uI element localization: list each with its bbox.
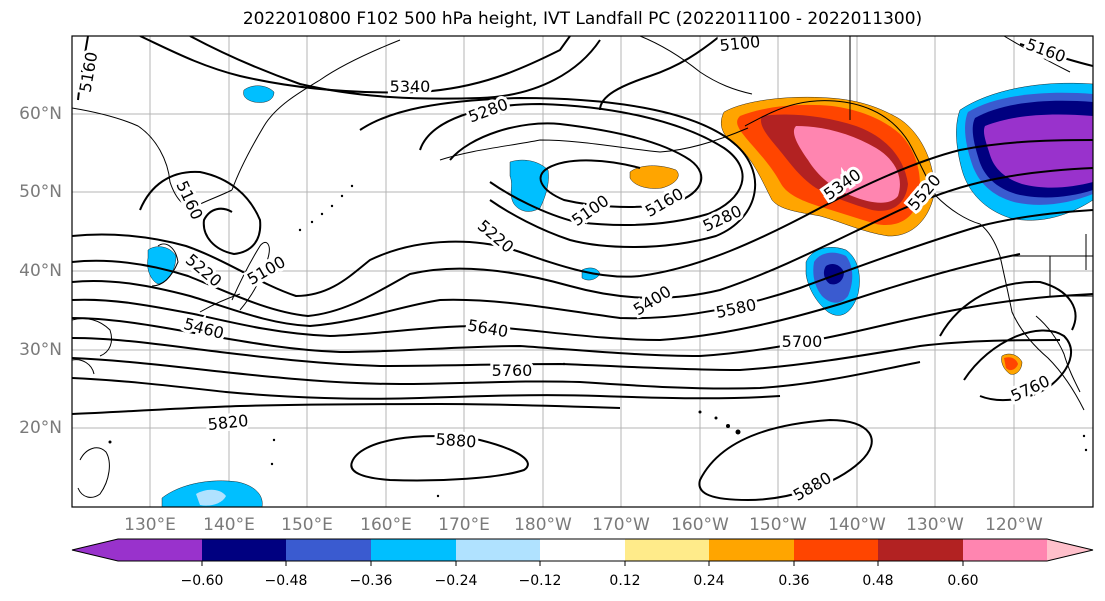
colorbar-tick-label: −0.36 xyxy=(349,573,393,589)
colorbar-tick-label: −0.48 xyxy=(264,573,308,589)
map-title: 2022010800 F102 500 hPa height, IVT Land… xyxy=(242,9,923,29)
contour-label-5160-center: 5160 xyxy=(642,184,687,221)
plot-frame xyxy=(71,35,1094,508)
ivt-negative-areas xyxy=(147,82,1093,507)
contour-label-5160-west: 5160 xyxy=(172,178,206,223)
colorbar-bin xyxy=(540,539,625,561)
contour-label-5880-west: 5880 xyxy=(435,430,477,452)
contour-label-5220-center: 5220 xyxy=(474,216,517,257)
ivt-positive-gulf-alaska xyxy=(629,96,1023,375)
lon-label: 160°W xyxy=(671,515,729,535)
lon-label: 170°W xyxy=(592,515,650,535)
colorbar-tick-label: 0.48 xyxy=(862,573,894,589)
lat-label: 20°N xyxy=(19,418,62,438)
colorbar-bin xyxy=(118,539,202,561)
contour-label-5820: 5820 xyxy=(207,411,249,434)
contour-label-5880-east: 5880 xyxy=(790,468,835,505)
lat-label: 50°N xyxy=(19,182,62,202)
lat-label: 60°N xyxy=(19,104,62,124)
contour-label-5700: 5700 xyxy=(782,332,823,351)
contour-label-5640: 5640 xyxy=(466,316,509,342)
lon-label: 140°E xyxy=(203,515,255,535)
colorbar-tick-label: −0.12 xyxy=(518,573,562,589)
lon-label: 180°W xyxy=(514,515,572,535)
colorbar-bin xyxy=(202,539,286,561)
colorbar-tick-label: 0.24 xyxy=(693,573,725,589)
contour-label-5580: 5580 xyxy=(714,295,758,322)
lon-label: 150°W xyxy=(749,515,807,535)
lon-label: 120°W xyxy=(985,515,1043,535)
colorbar-extend-right xyxy=(1047,539,1093,561)
lon-label: 150°E xyxy=(281,515,333,535)
colorbar-tick-label: 0.12 xyxy=(609,573,641,589)
lon-label: 130°E xyxy=(124,515,176,535)
contour-label-5280-top: 5280 xyxy=(466,95,511,127)
contour-label-5160-ne: 5160 xyxy=(1023,35,1068,67)
colorbar-tick-label: 0.36 xyxy=(778,573,810,589)
colorbar-bin xyxy=(625,539,709,561)
colorbar-bin xyxy=(371,539,456,561)
contour-label-5760-center: 5760 xyxy=(492,361,533,380)
contour-label-5220-west: 5220 xyxy=(182,250,225,291)
lat-label: 40°N xyxy=(19,261,62,281)
colorbar-bin xyxy=(286,539,371,561)
colorbar-tick-label: 0.60 xyxy=(947,573,979,589)
colorbar-bin xyxy=(794,539,878,561)
colorbar xyxy=(71,538,1094,566)
lon-label: 170°E xyxy=(438,515,490,535)
contour-label-5400: 5400 xyxy=(630,282,675,320)
lon-label: 140°W xyxy=(828,515,886,535)
colorbar-tick-label: −0.60 xyxy=(180,573,224,589)
coastlines xyxy=(72,36,1093,498)
contour-label-5100-top: 5100 xyxy=(719,32,761,55)
colorbar-bin xyxy=(963,539,1047,561)
contour-label-5160-nw: 5160 xyxy=(76,50,102,93)
colorbar-bin xyxy=(456,539,540,561)
colorbar-bin xyxy=(709,539,794,561)
islands xyxy=(108,184,1088,498)
contour-label-5460: 5460 xyxy=(182,314,226,343)
height-contours xyxy=(72,36,1093,502)
lat-label: 30°N xyxy=(19,340,62,360)
contour-label-5340-top: 5340 xyxy=(390,77,431,96)
colorbar-extend-left xyxy=(72,539,118,561)
lon-label: 160°E xyxy=(360,515,412,535)
colorbar-outline xyxy=(71,538,1094,562)
lon-label: 130°W xyxy=(906,515,964,535)
colorbar-tick-label: −0.24 xyxy=(434,573,478,589)
colorbar-bin xyxy=(878,539,963,561)
